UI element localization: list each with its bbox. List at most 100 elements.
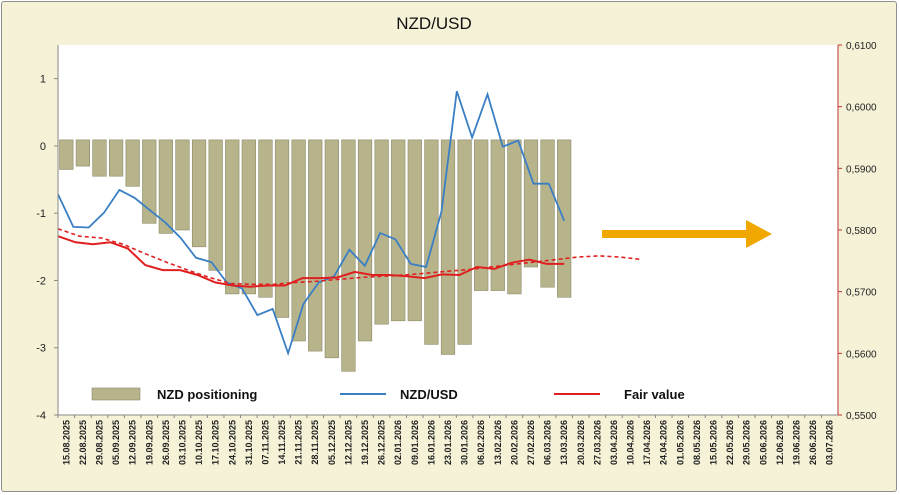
x-tick-label: 26.09.2025 — [161, 420, 171, 465]
x-tick-label: 17.10.2025 — [211, 420, 221, 465]
legend-label-fair-value: Fair value — [624, 387, 685, 402]
positioning-bar — [540, 139, 555, 288]
left-tick-label: -4 — [36, 410, 46, 422]
positioning-bar — [457, 139, 472, 345]
right-tick-label: 0,5700 — [846, 288, 877, 299]
x-tick-label: 27.03.2026 — [592, 420, 602, 465]
x-tick-label: 29.08.2025 — [94, 420, 104, 465]
left-tick-label: -1 — [36, 208, 46, 220]
positioning-bar — [108, 139, 124, 177]
positioning-bar — [324, 139, 339, 359]
right-tick-label: 0,6100 — [846, 41, 877, 52]
positioning-bar — [507, 139, 522, 295]
x-tick-label: 23.01.2026 — [443, 420, 453, 465]
right-tick-label: 0,5500 — [846, 411, 877, 422]
x-tick-label: 29.05.2026 — [742, 420, 752, 465]
x-tick-label: 20.03.2026 — [576, 420, 586, 465]
chart-title: NZD/USD — [396, 14, 472, 33]
positioning-bar — [357, 139, 373, 342]
x-tick-label: 22.08.2025 — [78, 420, 88, 465]
x-tick-label: 15.08.2025 — [61, 420, 71, 465]
trend-arrow-head — [746, 220, 772, 248]
x-tick-label: 05.06.2026 — [758, 420, 768, 465]
x-tick-label: 14.11.2025 — [277, 420, 287, 465]
left-tick-label: -2 — [36, 275, 46, 287]
right-tick-label: 0,5600 — [846, 349, 877, 360]
positioning-bar — [142, 139, 157, 224]
positioning-bar — [474, 139, 489, 291]
positioning-bar — [291, 139, 306, 342]
fair-value-trend-dashed — [57, 228, 643, 286]
x-tick-label: 09.01.2026 — [410, 420, 420, 465]
x-tick-label: 03.07.2026 — [825, 420, 835, 465]
x-tick-label: 12.09.2025 — [128, 420, 138, 465]
x-tick-label: 27.02.2026 — [526, 420, 536, 465]
legend-label-positioning: NZD positioning — [157, 387, 257, 402]
positioning-bar — [191, 139, 207, 248]
x-tick-label: 05.12.2025 — [327, 420, 337, 465]
right-tick-label: 0,6000 — [846, 103, 877, 114]
x-tick-label: 13.02.2026 — [493, 420, 503, 465]
x-tick-label: 01.05.2026 — [675, 420, 685, 465]
x-tick-label: 24.10.2025 — [227, 420, 237, 465]
left-tick-label: -3 — [36, 343, 46, 355]
positioning-bar — [59, 139, 74, 170]
x-tick-label: 12.06.2026 — [775, 420, 785, 465]
positioning-bar — [391, 139, 406, 322]
nzdusd-line — [57, 90, 566, 357]
x-tick-label: 13.03.2026 — [559, 420, 569, 465]
positioning-bar — [424, 139, 439, 345]
x-tick-label: 28.11.2025 — [310, 420, 320, 465]
positioning-bar — [490, 139, 505, 291]
positioning-bar — [208, 139, 223, 271]
left-tick-label: 0 — [40, 141, 46, 153]
positioning-bar — [175, 139, 190, 231]
x-tick-label: 08.05.2026 — [692, 420, 702, 465]
positioning-bar — [374, 139, 389, 325]
x-tick-label: 26.06.2026 — [808, 420, 818, 465]
positioning-bar — [274, 139, 290, 318]
x-tick-label: 17.04.2026 — [642, 420, 652, 465]
x-tick-label: 26.12.2025 — [377, 420, 387, 465]
x-tick-label: 19.06.2026 — [792, 420, 802, 465]
positioning-bar — [341, 139, 356, 372]
x-tick-label: 05.09.2025 — [111, 420, 121, 465]
positioning-bar — [440, 139, 456, 355]
legend-swatch-positioning — [91, 387, 141, 401]
x-tick-label: 10.10.2025 — [194, 420, 204, 465]
x-tick-label: 07.11.2025 — [260, 420, 270, 465]
positioning-bar — [308, 139, 323, 352]
x-tick-label: 24.04.2026 — [659, 420, 669, 465]
right-tick-label: 0,5900 — [846, 164, 877, 175]
x-tick-label: 20.02.2026 — [509, 420, 519, 465]
x-tick-label: 10.04.2026 — [626, 420, 636, 465]
positioning-bar — [407, 139, 422, 322]
positioning-bar — [158, 139, 173, 234]
positioning-bar — [258, 139, 273, 298]
positioning-bar — [125, 139, 140, 187]
x-tick-label: 19.09.2025 — [144, 420, 154, 465]
x-tick-label: 31.10.2025 — [244, 420, 254, 465]
x-tick-label: 16.01.2026 — [426, 420, 436, 465]
positioning-bar — [92, 139, 107, 177]
left-tick-label: 1 — [40, 74, 46, 86]
positioning-bar — [225, 139, 240, 295]
x-tick-label: 21.11.2025 — [294, 420, 304, 465]
x-tick-label: 12.12.2025 — [343, 420, 353, 465]
x-tick-label: 02.01.2026 — [393, 420, 403, 465]
x-tick-label: 06.03.2026 — [543, 420, 553, 465]
fair-value-line — [57, 235, 565, 288]
positioning-bar — [241, 139, 256, 295]
positioning-bar — [523, 139, 539, 268]
x-tick-label: 03.10.2025 — [177, 420, 187, 465]
x-tick-label: 30.01.2026 — [460, 420, 470, 465]
right-tick-label: 0,5800 — [846, 226, 877, 237]
x-tick-label: 22.05.2026 — [725, 420, 735, 465]
positioning-bar — [75, 139, 90, 167]
x-tick-label: 06.02.2026 — [476, 420, 486, 465]
legend-label-nzdusd: NZD/USD — [400, 387, 458, 402]
x-tick-label: 03.04.2026 — [609, 420, 619, 465]
x-tick-label: 15.05.2026 — [709, 420, 719, 465]
